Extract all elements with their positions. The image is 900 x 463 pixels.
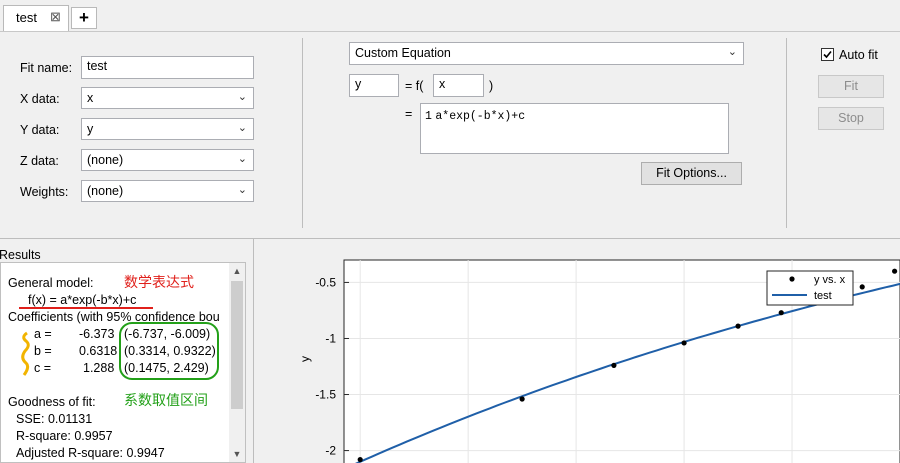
coef-interval: (0.3314, 0.9322) [124,344,216,358]
fit-name-label: Fit name: [20,61,73,75]
fit-line [354,282,900,463]
vertical-scrollbar[interactable]: ▲ ▼ [229,263,245,462]
chevron-down-icon: ⌄ [727,46,737,58]
add-tab-button[interactable]: + [71,7,97,29]
chevron-down-icon: ⌄ [237,122,247,134]
coef-name: b = [34,344,52,358]
z-data-label: Z data: [20,154,59,168]
tab-bar [0,0,900,32]
close-paren-label: ) [489,79,494,93]
data-point [611,362,617,368]
scroll-down-icon[interactable]: ▼ [232,449,242,459]
y-tick-label: -0.5 [315,275,336,289]
annotation-marks [19,307,219,380]
equation-type-value: Custom Equation [355,46,451,60]
legend-label: test [814,290,832,302]
data-point [778,310,784,316]
y-tick-label: -1.5 [315,388,336,402]
scrollbar-thumb[interactable] [231,281,243,409]
equation-type-select[interactable]: Custom Equation ⌄ [349,42,744,65]
interval-box [119,322,219,380]
divider [786,38,787,228]
equation-editor[interactable]: 1 a*exp(-b*x)+c [420,103,729,154]
close-icon[interactable]: ⊠ [50,9,61,24]
y-axis-label: y [298,356,312,362]
grid [344,260,900,463]
dependent-variable-input[interactable]: y [349,74,399,97]
fit-options-button[interactable]: Fit Options... [641,162,742,185]
z-data-value: (none) [87,153,124,167]
auto-fit-label: Auto fit [839,48,878,62]
weights-select[interactable]: (none) ⌄ [81,180,254,202]
data-point [892,268,898,274]
checkmark-icon [823,50,832,59]
x-data-value: x [87,91,94,105]
y-data-select[interactable]: y ⌄ [81,118,254,140]
line-number: 1 [425,110,432,123]
weights-value: (none) [87,184,124,198]
y-ticks: -0.5 -1 -1.5 -2 [315,275,349,458]
equals-f-label: = f( [405,79,424,93]
data-point [735,323,741,329]
z-data-select[interactable]: (none) ⌄ [81,149,254,171]
legend-box [766,270,854,306]
general-model-label: General model: [8,276,94,290]
legend-marker [789,276,795,282]
results-header: Results [0,248,41,262]
coef-name: c = [34,361,52,375]
fit-curve [354,282,900,463]
data-point [519,396,525,402]
independent-variable-input[interactable]: x [433,74,484,97]
coef-value: -6.373 [79,327,115,341]
coef-value: 0.6318 [79,344,118,358]
auto-fit-checkbox[interactable] [821,48,834,61]
fit-name-input[interactable]: test [81,56,254,79]
results-panel: General model: f(x) = a*exp(-b*x)+c Coef… [0,262,246,463]
data-point [681,340,687,346]
sse-value: SSE: 0.01131 [16,412,93,426]
x-data-select[interactable]: x ⌄ [81,87,254,109]
equals-label: = [405,107,413,121]
y-tick-label: -2 [325,444,336,458]
y-tick-label: -1 [325,331,336,345]
chevron-down-icon: ⌄ [237,153,247,165]
model-expression: f(x) = a*exp(-b*x)+c [28,293,137,307]
tab-label: test [16,10,37,25]
legend-label: y vs. x [814,274,846,286]
adj-rsquare-value: Adjusted R-square: 0.9947 [16,446,165,460]
rsquare-value: R-square: 0.9957 [16,429,113,443]
y-data-value: y [87,122,94,136]
data-point [357,456,363,463]
divider [0,238,900,239]
y-data-label: Y data: [20,123,60,137]
chevron-down-icon: ⌄ [237,184,247,196]
goodness-of-fit-header: Goodness of fit: [8,395,96,409]
stop-button[interactable]: Stop [818,107,884,130]
coef-interval: (0.1475, 2.429) [124,361,209,375]
divider [253,239,254,463]
x-data-label: X data: [20,92,60,106]
coef-value: 1.288 [83,361,115,375]
tab-test[interactable]: test ⊠ [3,5,69,31]
scroll-up-icon[interactable]: ▲ [232,266,242,276]
legend[interactable]: y vs. x test [766,270,854,306]
fit-button[interactable]: Fit [818,75,884,98]
coefficient-brace [21,331,30,376]
coef-name: a = [34,327,52,341]
divider [302,38,303,228]
data-point [859,284,865,290]
formula-annotation: 数学表达式 [124,274,194,290]
fit-plot: -0.5 -1 -1.5 -2 y y vs. x test [298,259,900,463]
coef-interval: (-6.737, -6.009) [124,327,211,341]
coefficients-header: Coefficients (with 95% confidence bou [8,310,220,324]
chevron-down-icon: ⌄ [237,91,247,103]
weights-label: Weights: [20,185,69,199]
equation-expression: a*exp(-b*x)+c [435,110,526,123]
interval-annotation: 系数取值区间 [124,392,208,408]
